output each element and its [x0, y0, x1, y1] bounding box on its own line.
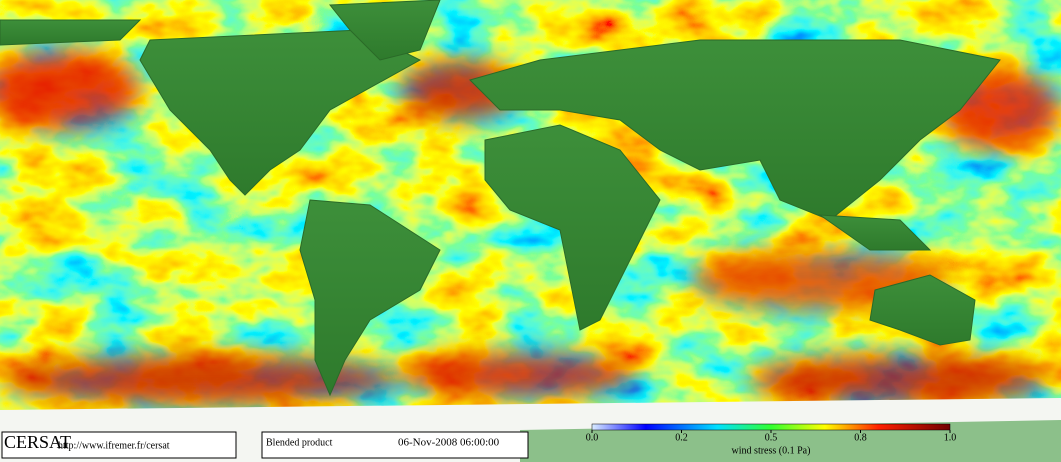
logo-box: [1, 431, 237, 459]
colorbar-tick-label: 0.0: [586, 432, 599, 443]
url: http://www.ifremer.fr/cersat: [58, 440, 170, 451]
colorbar: [591, 423, 951, 431]
colorbar-tick-label: 0.5: [765, 432, 778, 443]
product: Blended product: [266, 437, 333, 448]
date: 06-Nov-2008 06:00:00: [398, 437, 500, 449]
colorbar-tick-label: 0.2: [675, 432, 688, 443]
colorbar-label: wind stress (0.1 Pa): [732, 445, 811, 456]
colorbar-tick-label: 0.8: [854, 432, 867, 443]
colorbar-tick-label: 1.0: [944, 432, 957, 443]
logo: CERSAT: [4, 432, 71, 452]
product-box: [261, 431, 529, 459]
